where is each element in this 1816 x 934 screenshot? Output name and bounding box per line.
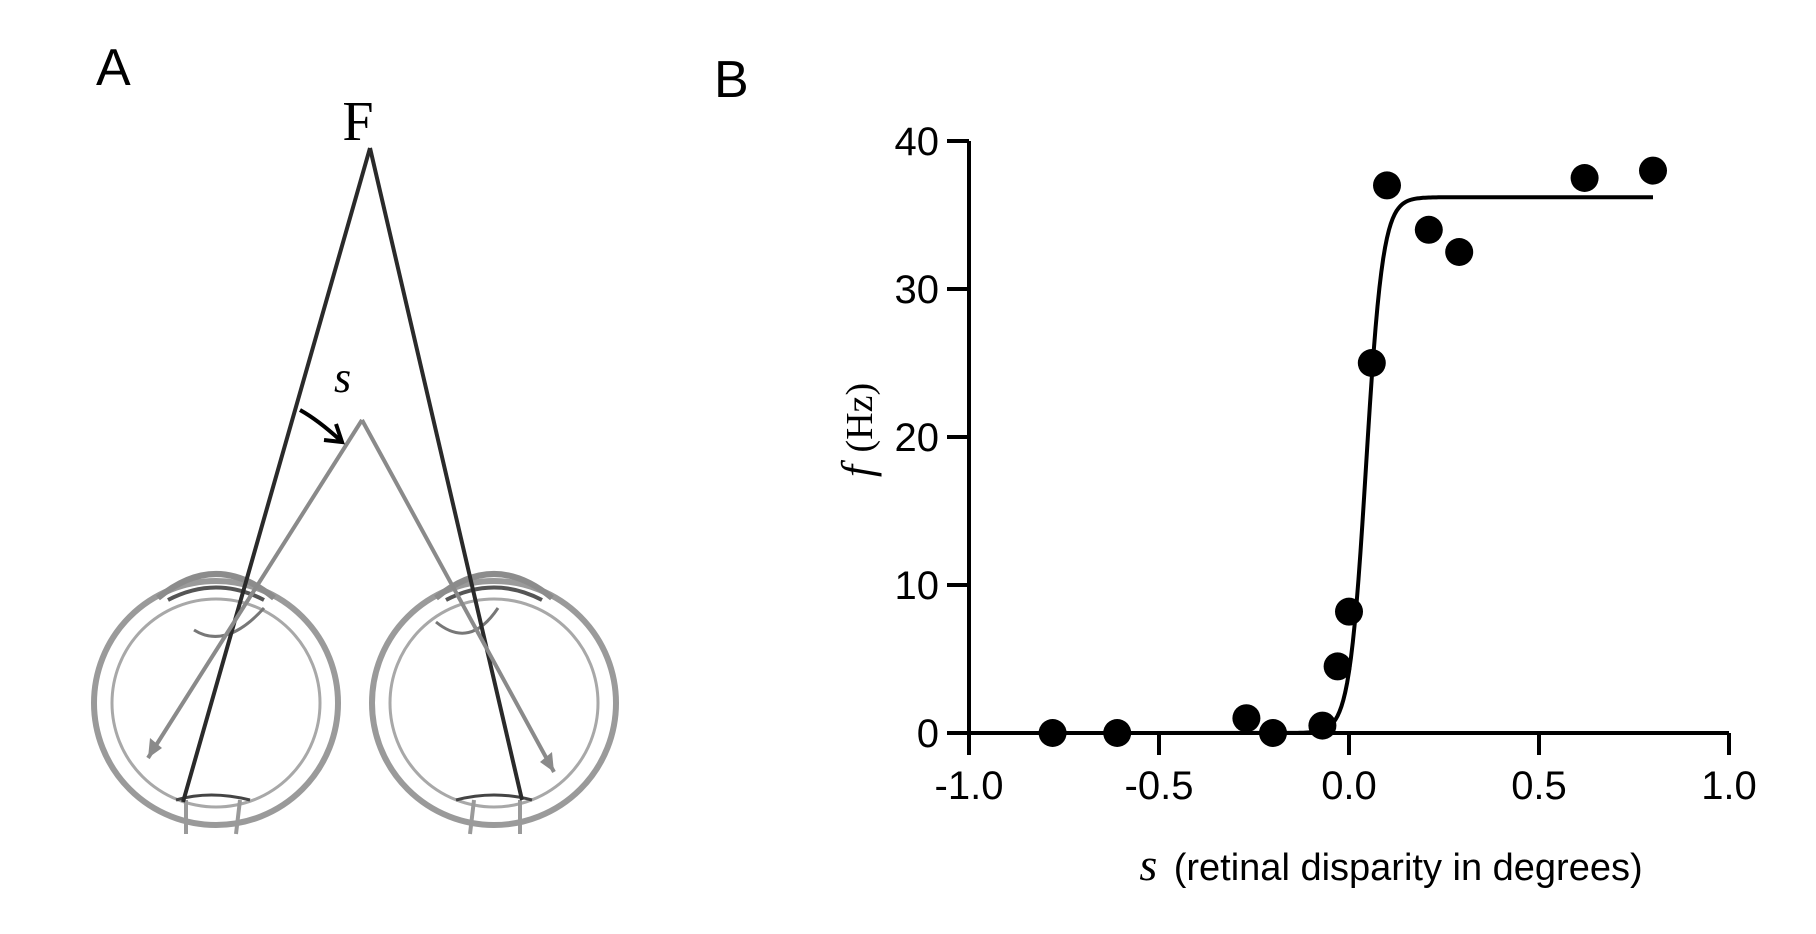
y-axis-ticks: 0 10 20 30 40 [895, 120, 969, 756]
panel-b-label: B [714, 51, 749, 109]
y-axis-label: f (Hz) [833, 383, 882, 477]
data-point [1232, 704, 1261, 733]
fit-curve [968, 195, 1653, 735]
data-point [1038, 719, 1067, 747]
data-point [1103, 719, 1132, 747]
chart-axes [967, 141, 1729, 735]
y-tick-label: 30 [895, 268, 940, 312]
left-eye [91, 571, 341, 835]
data-points [1038, 156, 1667, 747]
fixation-point-label: F [342, 91, 373, 153]
x-tick-label: -0.5 [1125, 764, 1194, 808]
fit-curve-group [968, 195, 1653, 735]
y-axis-symbol: f [833, 459, 882, 477]
data-point [1373, 171, 1401, 200]
data-point [1414, 215, 1443, 244]
data-point [1335, 597, 1363, 626]
disparity-sight-lines [146, 418, 556, 773]
x-axis-label: s (retinal disparity in degrees) [1139, 839, 1642, 890]
data-point [1308, 711, 1337, 740]
x-tick-label: 0.5 [1511, 764, 1567, 808]
x-tick-label: -1.0 [935, 764, 1004, 808]
y-tick-label: 0 [917, 712, 939, 756]
data-point [1259, 719, 1287, 747]
y-tick-label: 40 [895, 120, 940, 164]
binocular-diagram: F s [91, 91, 619, 835]
x-axis-ticks: -1.0 -0.5 0.0 0.5 1.0 [935, 733, 1757, 808]
y-axis-unit: (Hz) [839, 383, 881, 453]
disparity-label: s [334, 353, 351, 402]
fixation-sight-lines [181, 147, 524, 803]
data-point [1445, 238, 1474, 266]
y-tick-label: 10 [895, 564, 940, 608]
data-point [1570, 164, 1599, 192]
disparity-arrow [299, 408, 345, 445]
right-eye [369, 571, 619, 835]
data-point [1357, 349, 1386, 377]
x-axis-symbol: s [1139, 839, 1157, 890]
x-tick-label: 1.0 [1701, 764, 1757, 808]
panel-a-label: A [96, 39, 131, 97]
data-point [1639, 156, 1667, 185]
data-point [1323, 652, 1352, 681]
x-axis-unit: (retinal disparity in degrees) [1174, 847, 1643, 889]
x-tick-label: 0.0 [1321, 764, 1377, 808]
y-tick-label: 20 [895, 416, 940, 460]
